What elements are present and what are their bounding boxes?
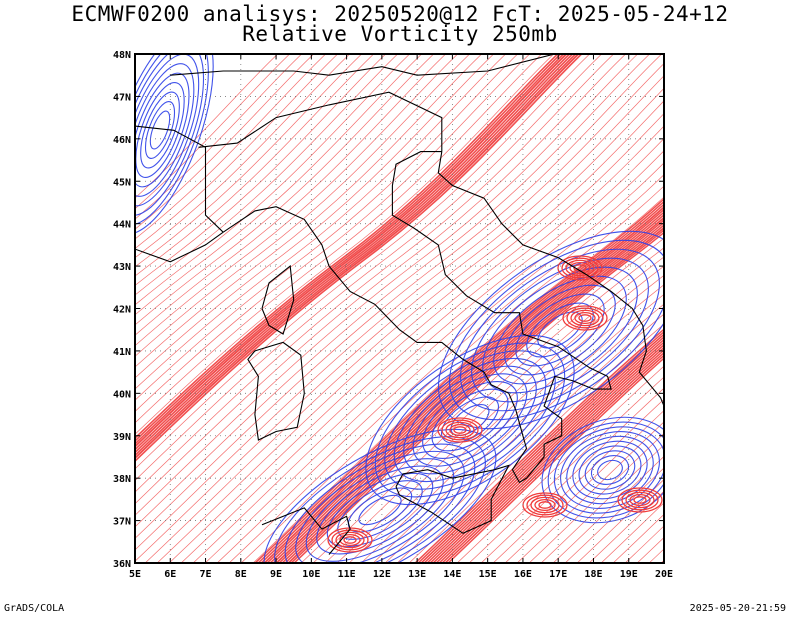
- coastline-segment: [261, 507, 351, 555]
- coastline-segment: [395, 464, 510, 534]
- lat-tick-label: 42N: [113, 305, 131, 316]
- coastlines: [135, 54, 664, 555]
- lat-tick-label: 39N: [113, 432, 131, 443]
- lon-tick-label: 5E: [129, 569, 141, 580]
- coastline-segment: [247, 341, 305, 441]
- lon-tick-label: 6E: [164, 569, 176, 580]
- lon-tick-label: 8E: [235, 569, 247, 580]
- lat-lon-grid: [135, 54, 664, 563]
- lon-tick-label: 7E: [200, 569, 212, 580]
- lon-tick-label: 18E: [584, 569, 602, 580]
- render-timestamp: 2025-05-20-21:59: [689, 603, 786, 614]
- lon-tick-label: 10E: [302, 569, 320, 580]
- lat-tick-label: 43N: [113, 262, 131, 273]
- lon-tick-label: 11E: [338, 569, 356, 580]
- axis-ticks: 5E 6E 7E 8E 9E 10E 11E 12E 13E 14E 15E 16E 17E 18E 19E…: [113, 50, 673, 580]
- lon-tick-label: 17E: [549, 569, 567, 580]
- lon-tick-label: 19E: [620, 569, 638, 580]
- software-credit: GrADS/COLA: [4, 603, 65, 614]
- lon-tick-label: 9E: [270, 569, 282, 580]
- map-subtitle: Relative Vorticity 250mb: [242, 22, 558, 46]
- lon-tick-label: 13E: [408, 569, 426, 580]
- coastline-segment: [222, 151, 612, 484]
- lat-tick-label: 44N: [113, 220, 131, 231]
- lat-tick-label: 38N: [113, 474, 131, 485]
- coastline-segment: [170, 54, 555, 76]
- map-title: ECMWF0200 analisys: 20250520@12 FcT: 202…: [71, 2, 729, 26]
- coastline-segment: [198, 91, 443, 152]
- lat-tick-label: 36N: [113, 559, 131, 570]
- lon-tick-label: 12E: [373, 569, 391, 580]
- lat-tick-label: 47N: [113, 92, 131, 103]
- lon-tick-label: 15E: [479, 569, 497, 580]
- coastline-segment: [135, 125, 224, 233]
- lat-tick-label: 37N: [113, 517, 131, 528]
- coastline-segment: [437, 151, 664, 407]
- lat-tick-label: 45N: [113, 177, 131, 188]
- lat-tick-label: 48N: [113, 50, 131, 61]
- lon-tick-label: 16E: [514, 569, 532, 580]
- coastline-segment: [261, 265, 295, 335]
- lon-tick-label: 14E: [443, 569, 461, 580]
- lat-tick-label: 40N: [113, 389, 131, 400]
- lon-tick-label: 20E: [655, 569, 673, 580]
- lat-tick-label: 41N: [113, 347, 131, 358]
- lat-tick-label: 46N: [113, 135, 131, 146]
- coastline-segment: [135, 231, 224, 263]
